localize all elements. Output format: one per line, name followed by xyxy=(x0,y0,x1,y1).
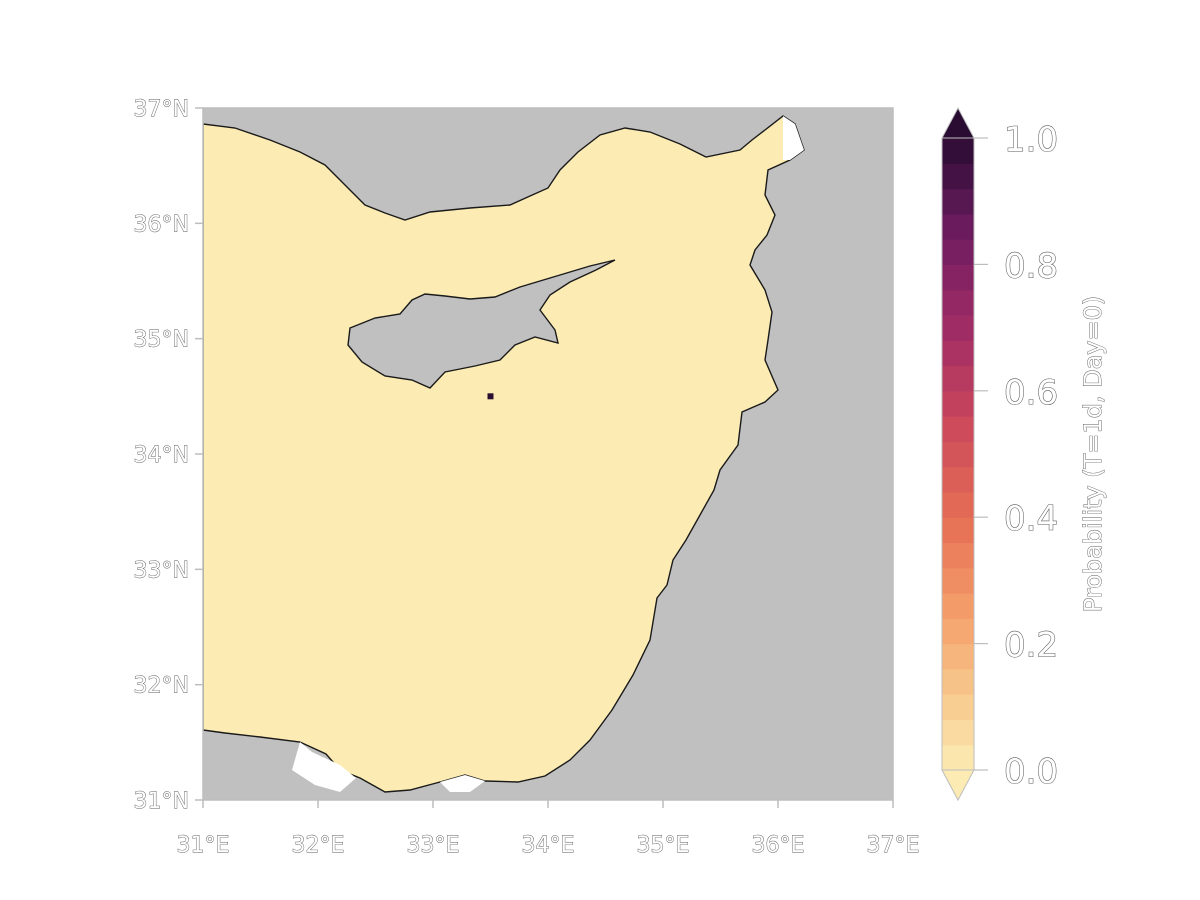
colorbar-band xyxy=(942,643,974,670)
colorbar-ticks: 1.0 0.8 0.6 0.4 0.2 0.0 xyxy=(974,119,1059,793)
colorbar-tick-label: 0.8 xyxy=(1004,246,1058,286)
colorbar-band xyxy=(942,416,974,442)
colorbar-band xyxy=(942,567,974,594)
colorbar-band xyxy=(942,314,974,341)
colorbar-band xyxy=(942,365,974,392)
colorbar-band xyxy=(942,593,974,619)
y-tick-label: 37°N xyxy=(134,97,189,122)
colorbar-band xyxy=(942,188,974,215)
y-tick-label: 34°N xyxy=(134,443,189,468)
land-patch-nile-delta xyxy=(292,742,356,792)
colorbar-extend-bottom xyxy=(941,769,975,802)
colorbar-band xyxy=(942,517,974,544)
x-tick-label: 31°E xyxy=(177,833,230,858)
cyprus-island xyxy=(347,259,616,389)
map-plot-area xyxy=(203,108,893,800)
colorbar-bands xyxy=(942,138,974,771)
colorbar-band xyxy=(942,694,974,721)
x-tick-label: 36°E xyxy=(752,833,805,858)
colorbar-band xyxy=(942,340,974,367)
colorbar-band xyxy=(942,390,974,417)
x-tick-label: 34°E xyxy=(522,833,575,858)
land-patch-south xyxy=(440,775,485,792)
colorbar-tick-label: 1.0 xyxy=(1004,120,1058,160)
colorbar-band xyxy=(942,289,974,316)
colorbar-extend-top xyxy=(941,106,975,139)
colorbar-tick-label: 0.4 xyxy=(1004,499,1058,539)
y-tick-label: 35°N xyxy=(134,328,189,353)
colorbar-band xyxy=(942,466,974,493)
x-tick-label: 33°E xyxy=(407,833,460,858)
y-tick-label: 36°N xyxy=(134,212,189,237)
colorbar-title: Probability (T=1d, Day=0) xyxy=(1079,296,1107,613)
x-tick-label: 35°E xyxy=(637,833,690,858)
colorbar-tick-label: 0.2 xyxy=(1004,626,1058,666)
y-axis: 37°N 36°N 35°N 34°N 33°N 32°N 31°N xyxy=(133,97,203,814)
colorbar-band xyxy=(942,163,974,190)
land-patch-north-east xyxy=(783,116,804,160)
colorbar-band xyxy=(942,719,974,746)
colorbar-tick-label: 0.6 xyxy=(1004,373,1058,413)
colorbar-band xyxy=(942,542,974,569)
colorbar-band xyxy=(942,668,974,695)
colorbar: 1.0 0.8 0.6 0.4 0.2 0.0 Probability (T=1d, Da… xyxy=(941,106,1107,802)
colorbar-band xyxy=(942,213,974,240)
colorbar-band xyxy=(942,618,974,645)
colorbar-frame xyxy=(941,137,975,771)
colorbar-band xyxy=(942,744,974,771)
colorbar-band xyxy=(942,264,974,291)
release-point-marker xyxy=(487,393,494,400)
y-tick-label: 33°N xyxy=(134,558,189,583)
y-tick-label: 31°N xyxy=(134,789,189,814)
colorbar-band xyxy=(942,441,974,468)
colorbar-band xyxy=(942,138,974,164)
x-tick-label: 37°E xyxy=(867,833,920,858)
colorbar-band xyxy=(942,239,974,265)
x-tick-label: 32°E xyxy=(292,833,345,858)
x-axis: 31°E 32°E 33°E 34°E 35°E 36°E 37°E xyxy=(176,800,920,858)
y-tick-label: 32°N xyxy=(134,674,189,699)
colorbar-band xyxy=(942,491,974,518)
colorbar-tick-label: 0.0 xyxy=(1004,752,1058,792)
